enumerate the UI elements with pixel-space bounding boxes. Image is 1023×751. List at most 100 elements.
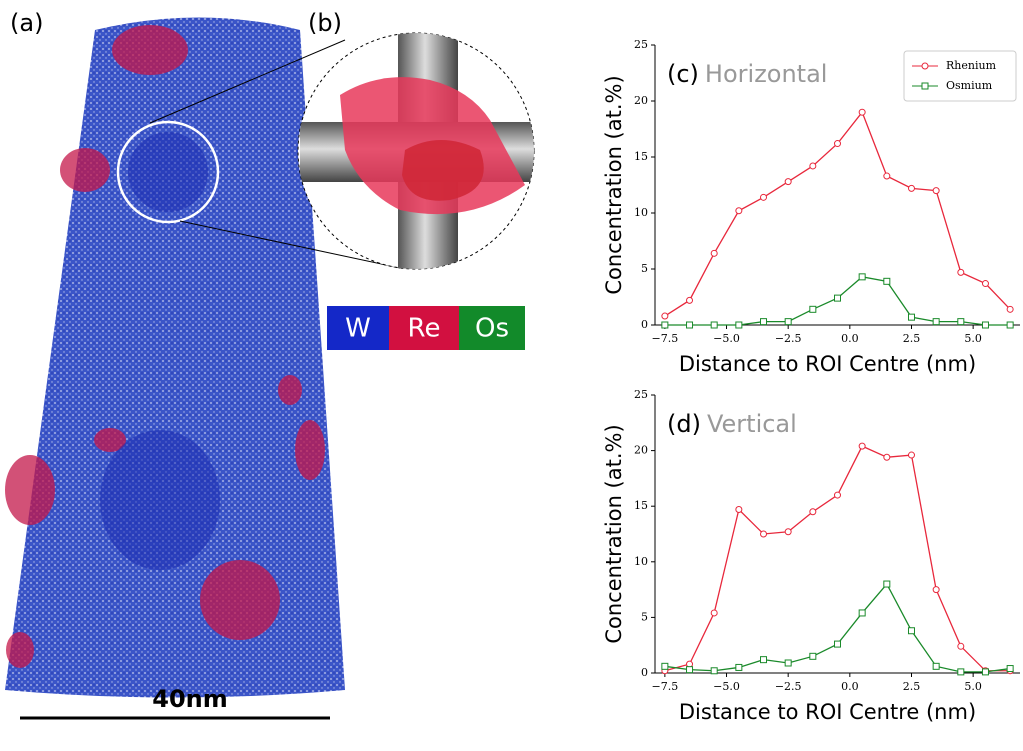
panel-label: (b) xyxy=(308,9,342,37)
marker xyxy=(1006,665,1014,673)
y-tick-label: 15 xyxy=(634,150,648,163)
marker xyxy=(957,318,965,326)
marker xyxy=(883,580,891,588)
marker xyxy=(760,530,768,538)
marker xyxy=(907,627,915,635)
marker xyxy=(710,609,718,617)
scale-bar-label: 40nm xyxy=(152,685,228,713)
x-tick-label: 2.5 xyxy=(903,332,921,345)
marker xyxy=(710,321,718,329)
marker xyxy=(661,321,669,329)
y-tick-label: 25 xyxy=(634,388,648,401)
marker xyxy=(735,663,743,671)
legend-re xyxy=(389,306,459,350)
legend-marker xyxy=(921,82,929,90)
marker xyxy=(661,312,669,320)
series xyxy=(661,108,1014,320)
marker xyxy=(907,184,915,192)
element-label: W xyxy=(345,314,371,344)
legend-w xyxy=(327,306,389,350)
series xyxy=(661,442,1014,675)
marker xyxy=(710,249,718,257)
chart-title: Vertical xyxy=(707,410,797,438)
marker xyxy=(1006,321,1014,329)
y-tick-label: 20 xyxy=(634,94,648,107)
y-tick-label: 10 xyxy=(634,555,648,568)
y-tick-label: 25 xyxy=(634,38,648,51)
marker xyxy=(858,609,866,617)
marker xyxy=(710,667,718,675)
y-tick-label: 5 xyxy=(641,262,648,275)
legend-label: Osmium xyxy=(946,79,993,92)
marker xyxy=(735,321,743,329)
panel-label: (c) xyxy=(667,60,699,88)
element-label: Re xyxy=(408,314,441,344)
x-tick-label: −7.5 xyxy=(652,332,679,345)
x-tick-label: −2.5 xyxy=(775,680,802,693)
x-tick-label: 2.5 xyxy=(903,680,921,693)
series xyxy=(661,273,1014,329)
x-axis-label: Distance to ROI Centre (nm) xyxy=(679,700,976,724)
marker xyxy=(686,666,694,674)
marker xyxy=(760,193,768,201)
marker xyxy=(957,268,965,276)
marker xyxy=(834,640,841,648)
marker xyxy=(883,453,891,461)
marker xyxy=(858,108,866,116)
x-tick-label: −2.5 xyxy=(775,332,802,345)
y-axis-label: Concentration (at.%) xyxy=(602,75,626,294)
line xyxy=(664,582,1011,673)
marker xyxy=(858,442,866,450)
marker xyxy=(834,491,841,499)
inset-b xyxy=(297,32,535,270)
marker xyxy=(932,662,940,670)
marker xyxy=(957,642,965,650)
y-tick-label: 15 xyxy=(634,499,648,512)
legend-label: Rhenium xyxy=(946,59,997,72)
marker xyxy=(686,296,694,304)
marker xyxy=(981,668,989,676)
y-axis-label: Concentration (at.%) xyxy=(602,424,626,643)
marker xyxy=(932,318,940,326)
panel-label: (a) xyxy=(10,9,43,37)
marker xyxy=(932,187,940,195)
marker xyxy=(883,172,891,180)
element-label: Os xyxy=(475,314,509,344)
legend-marker xyxy=(921,62,929,70)
chart-title: Horizontal xyxy=(705,60,828,88)
x-tick-label: 5.0 xyxy=(964,680,982,693)
series xyxy=(661,580,1014,676)
x-tick-label: 0.0 xyxy=(841,680,859,693)
marker xyxy=(1006,305,1014,313)
marker xyxy=(907,313,915,321)
marker xyxy=(957,668,965,676)
marker xyxy=(735,207,743,215)
x-axis-label: Distance to ROI Centre (nm) xyxy=(679,352,976,376)
marker xyxy=(932,586,940,594)
marker xyxy=(760,318,768,326)
marker xyxy=(686,321,694,329)
marker xyxy=(735,506,743,514)
x-tick-label: −5.0 xyxy=(713,332,740,345)
y-tick-label: 20 xyxy=(634,444,648,457)
marker xyxy=(784,659,792,667)
marker xyxy=(661,662,669,670)
marker xyxy=(834,140,841,148)
panel-label: (d) xyxy=(667,410,701,438)
marker xyxy=(809,162,817,170)
y-tick-label: 5 xyxy=(641,610,648,623)
y-tick-label: 10 xyxy=(634,206,648,219)
line xyxy=(664,445,1011,672)
x-tick-label: −5.0 xyxy=(713,680,740,693)
legend-os xyxy=(459,306,525,350)
marker xyxy=(981,280,989,288)
y-tick-label: 0 xyxy=(641,666,648,679)
atom-map xyxy=(5,17,401,698)
marker xyxy=(883,277,891,285)
y-tick-label: 0 xyxy=(641,318,648,331)
marker xyxy=(784,528,792,536)
marker xyxy=(858,273,866,281)
marker xyxy=(784,178,792,186)
legend xyxy=(903,50,1017,102)
